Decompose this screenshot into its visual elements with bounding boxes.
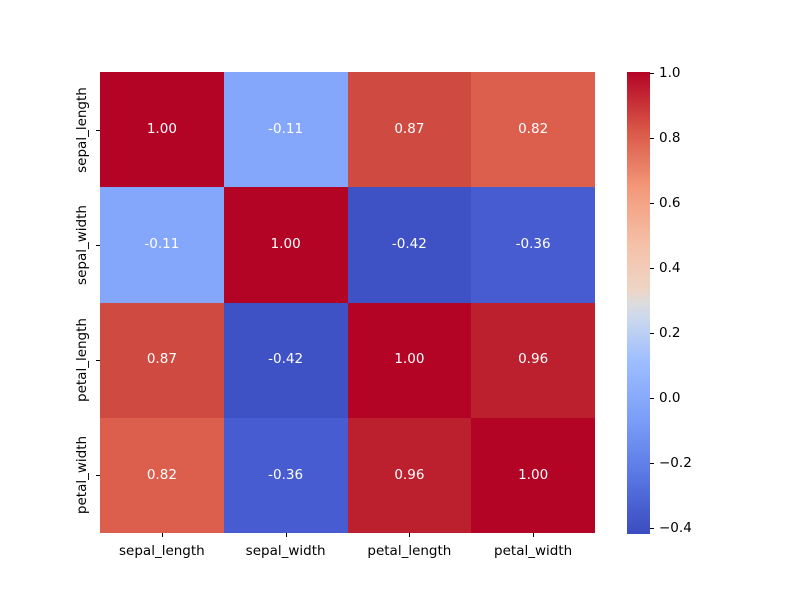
colorbar-tick-label: 0.4 <box>659 260 681 276</box>
heatmap-cell: 0.87 <box>100 302 224 418</box>
colorbar-tick <box>650 138 654 139</box>
heatmap-cell-value: 0.96 <box>518 351 549 368</box>
heatmap-cell-value: 0.87 <box>146 351 177 368</box>
heatmap-cell-value: 1.00 <box>394 351 425 368</box>
colorbar-tick <box>650 528 654 529</box>
heatmap-cell-value: -0.11 <box>144 236 180 253</box>
heatmap-cell-value: 1.00 <box>270 236 301 253</box>
colorbar-tick <box>650 73 654 74</box>
heatmap-cell: -0.36 <box>471 187 595 303</box>
y-axis-tick <box>96 360 100 362</box>
x-axis-label: sepal_width <box>245 543 326 559</box>
y-axis-label: sepal_width <box>74 204 90 285</box>
heatmap-cell-value: 0.82 <box>146 466 177 483</box>
colorbar-tick <box>650 463 654 464</box>
colorbar-tick <box>650 333 654 334</box>
heatmap-cell-value: 0.82 <box>518 120 549 137</box>
x-axis-tick <box>161 533 163 537</box>
colorbar-tick-label: −0.2 <box>659 455 692 471</box>
heatmap-cell: -0.11 <box>100 187 224 303</box>
heatmap-cell: 1.00 <box>471 417 595 533</box>
x-axis-tick <box>409 533 411 537</box>
heatmap-cell-value: -0.42 <box>268 351 304 368</box>
x-axis-label: petal_length <box>367 543 452 559</box>
colorbar-tick-label: 0.8 <box>659 130 681 146</box>
heatmap-cell: 0.82 <box>471 72 595 188</box>
y-axis-label: petal_length <box>74 318 90 403</box>
heatmap-cell-value: -0.36 <box>515 236 551 253</box>
heatmap-cell: 0.96 <box>347 417 472 533</box>
x-axis-label: sepal_length <box>119 543 205 559</box>
heatmap-cell: -0.42 <box>223 302 348 418</box>
x-axis-tick <box>285 533 287 537</box>
y-axis-label: petal_width <box>74 436 90 515</box>
heatmap-cell-value: -0.11 <box>268 120 304 137</box>
heatmap-cell-value: 0.87 <box>394 120 425 137</box>
heatmap-cell-value: 0.96 <box>394 466 425 483</box>
heatmap-cell: 1.00 <box>100 72 224 188</box>
colorbar-tick-label: 1.0 <box>659 65 681 81</box>
heatmap-cell: 0.82 <box>100 417 224 533</box>
y-axis-tick <box>96 244 100 246</box>
y-axis-tick <box>96 129 100 131</box>
colorbar-tick <box>650 203 654 204</box>
heatmap-cell: -0.11 <box>223 72 348 188</box>
heatmap-cell-value: -0.42 <box>391 236 427 253</box>
colorbar-tick-label: 0.2 <box>659 325 681 341</box>
heatmap-cell-value: 1.00 <box>518 466 549 483</box>
heatmap-cell-value: -0.36 <box>268 466 304 483</box>
colorbar-tick-label: 0.6 <box>659 195 681 211</box>
colorbar-tick <box>650 268 654 269</box>
heatmap-cell: -0.42 <box>347 187 472 303</box>
heatmap-grid: 1.00 -0.11 0.87 0.82 -0.11 1.00 -0.42 -0.36 0.87… <box>100 72 595 533</box>
colorbar-tick-label: 0.0 <box>659 390 681 406</box>
colorbar-tick <box>650 398 654 399</box>
x-axis-tick <box>533 533 535 537</box>
heatmap-cell: 0.96 <box>471 302 595 418</box>
colorbar-tick-label: −0.4 <box>659 520 692 536</box>
heatmap-cell: 1.00 <box>223 187 348 303</box>
heatmap-cell-value: 1.00 <box>146 120 177 137</box>
colorbar <box>627 72 650 534</box>
heatmap-cell: 1.00 <box>347 302 472 418</box>
y-axis-tick <box>96 475 100 477</box>
heatmap-cell: 0.87 <box>347 72 472 188</box>
y-axis-label: sepal_length <box>74 86 90 173</box>
heatmap-cell: -0.36 <box>223 417 348 533</box>
x-axis-label: petal_width <box>494 543 573 559</box>
